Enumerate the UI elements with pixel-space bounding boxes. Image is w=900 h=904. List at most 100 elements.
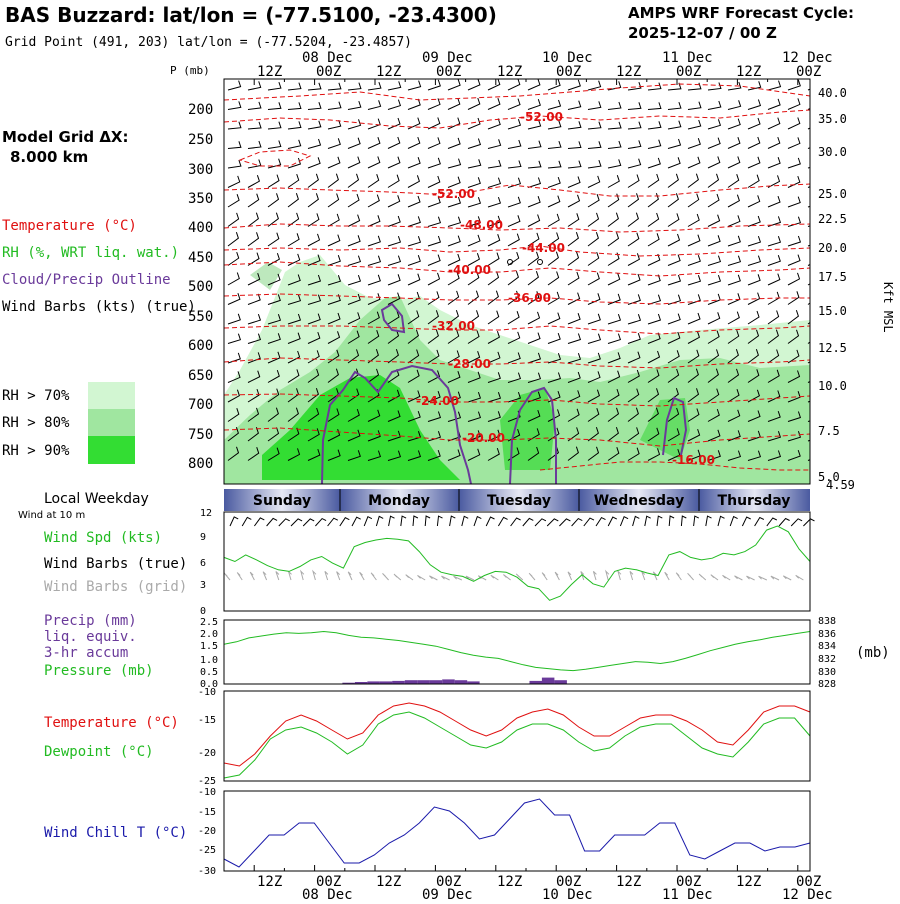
wind-barb [467, 79, 481, 91]
h-tick-15: 15.0 [818, 304, 847, 318]
wind-barb [467, 371, 481, 383]
wind-barb [267, 273, 281, 286]
wind-barb [547, 427, 560, 442]
precip-tick-2: 2.0 [200, 629, 218, 640]
wind-barb [507, 352, 521, 364]
wind-barb [507, 119, 522, 130]
contour-24 [224, 393, 810, 407]
wind-barb [267, 388, 280, 403]
wind-barb [727, 329, 740, 344]
wind-barb [227, 194, 240, 208]
wind-barb [387, 255, 402, 266]
wind-barb [547, 409, 561, 422]
wind-barb [607, 370, 621, 383]
wind-barb [527, 160, 542, 169]
wind-barb [327, 408, 340, 422]
wind-barb [367, 194, 380, 208]
wind-barb [267, 174, 280, 188]
wind-barb [387, 450, 402, 461]
contour-32 [224, 325, 810, 335]
wind-barb [487, 159, 502, 169]
wind-barb [667, 448, 681, 461]
wind-barb [487, 411, 501, 422]
wind-barb [767, 349, 780, 364]
wind-barb [427, 370, 441, 383]
wind-barb [567, 176, 581, 188]
wind-barb [447, 79, 461, 91]
wind-barb [307, 138, 322, 149]
wind-barb [467, 351, 481, 364]
wind-barb [467, 216, 481, 227]
wind-barb [727, 368, 740, 383]
wind-barb [587, 272, 600, 286]
grid-barb [299, 569, 305, 581]
contour-48 [224, 223, 810, 233]
wind-barb [287, 407, 299, 422]
wind-barb [487, 252, 500, 266]
wind-barb [447, 253, 461, 266]
wind-barb [427, 431, 442, 442]
grid-barb [567, 571, 573, 581]
wind-barb [387, 195, 401, 208]
wind-barb [707, 450, 721, 461]
rh70-swatch [88, 382, 135, 409]
wind-barb [567, 446, 579, 461]
wind-barb [747, 274, 761, 286]
wind-barb [747, 255, 762, 266]
wind-barb [667, 138, 682, 149]
wind-barb [567, 100, 582, 110]
dewpoint-line [223, 711, 811, 779]
wind-barb [667, 120, 682, 130]
rh90-region [262, 375, 460, 480]
temp-label-3: -48.00 [460, 218, 503, 232]
surface-barb [339, 517, 350, 527]
wind-barb [247, 212, 259, 227]
precip-bar [429, 680, 443, 684]
wind-barb [547, 176, 561, 188]
wind-barb [567, 79, 581, 91]
wind-barb [227, 272, 240, 286]
press-tick-828: 828 [818, 679, 836, 690]
wind-barb [527, 311, 541, 325]
wind-barb [427, 310, 439, 325]
wind-barb [447, 411, 462, 422]
precip-bar [392, 680, 405, 684]
wind-barb [667, 157, 681, 169]
grid-point-subtitle: Grid Point (491, 203) lat/lon = (-77.520… [5, 35, 412, 50]
surface-barb [278, 518, 290, 527]
wind-barb [647, 121, 662, 130]
wind-barb [427, 196, 441, 208]
wind-barb [747, 310, 760, 325]
surface-barb [656, 515, 663, 527]
chill-frame [223, 790, 811, 872]
grid-barb [288, 571, 292, 581]
grid-barb [336, 571, 341, 581]
wind-barb [687, 428, 701, 442]
wind-panel: Wind at 10 m Wind Spd (kts) Wind Barbs (… [18, 508, 815, 617]
wind-barb [507, 331, 521, 344]
wind-barb [227, 175, 241, 188]
wind-barb [227, 408, 240, 422]
wind-barb [527, 251, 540, 266]
wind-barb [707, 82, 722, 91]
wind-barb [567, 194, 581, 208]
wind-barb [787, 272, 801, 286]
wind-barb [247, 273, 261, 286]
bottom-date-labels: 08 Dec 09 Dec 10 Dec 11 Dec 12 Dec [302, 887, 833, 903]
weekday-band: Local Weekday Sunday Monday Tuesday Wedn… [44, 489, 810, 511]
wind-ticks: 0 3 6 9 12 [200, 508, 212, 617]
wind-barb [487, 372, 501, 383]
h-tick-35: 35.0 [818, 112, 847, 126]
wind-barb [547, 251, 559, 266]
wind-barb [227, 80, 242, 91]
wind-barb [727, 409, 741, 422]
contour-20 [224, 427, 810, 447]
wind-tick-3: 3 [200, 580, 206, 591]
wind-barb [647, 332, 661, 344]
bottom-hour-9: 12Z [736, 874, 761, 890]
wind-barb [547, 140, 562, 149]
wind-barb [247, 352, 261, 364]
wind-barb [347, 388, 360, 403]
wind-barb [347, 255, 362, 266]
wind-barb [467, 234, 481, 247]
